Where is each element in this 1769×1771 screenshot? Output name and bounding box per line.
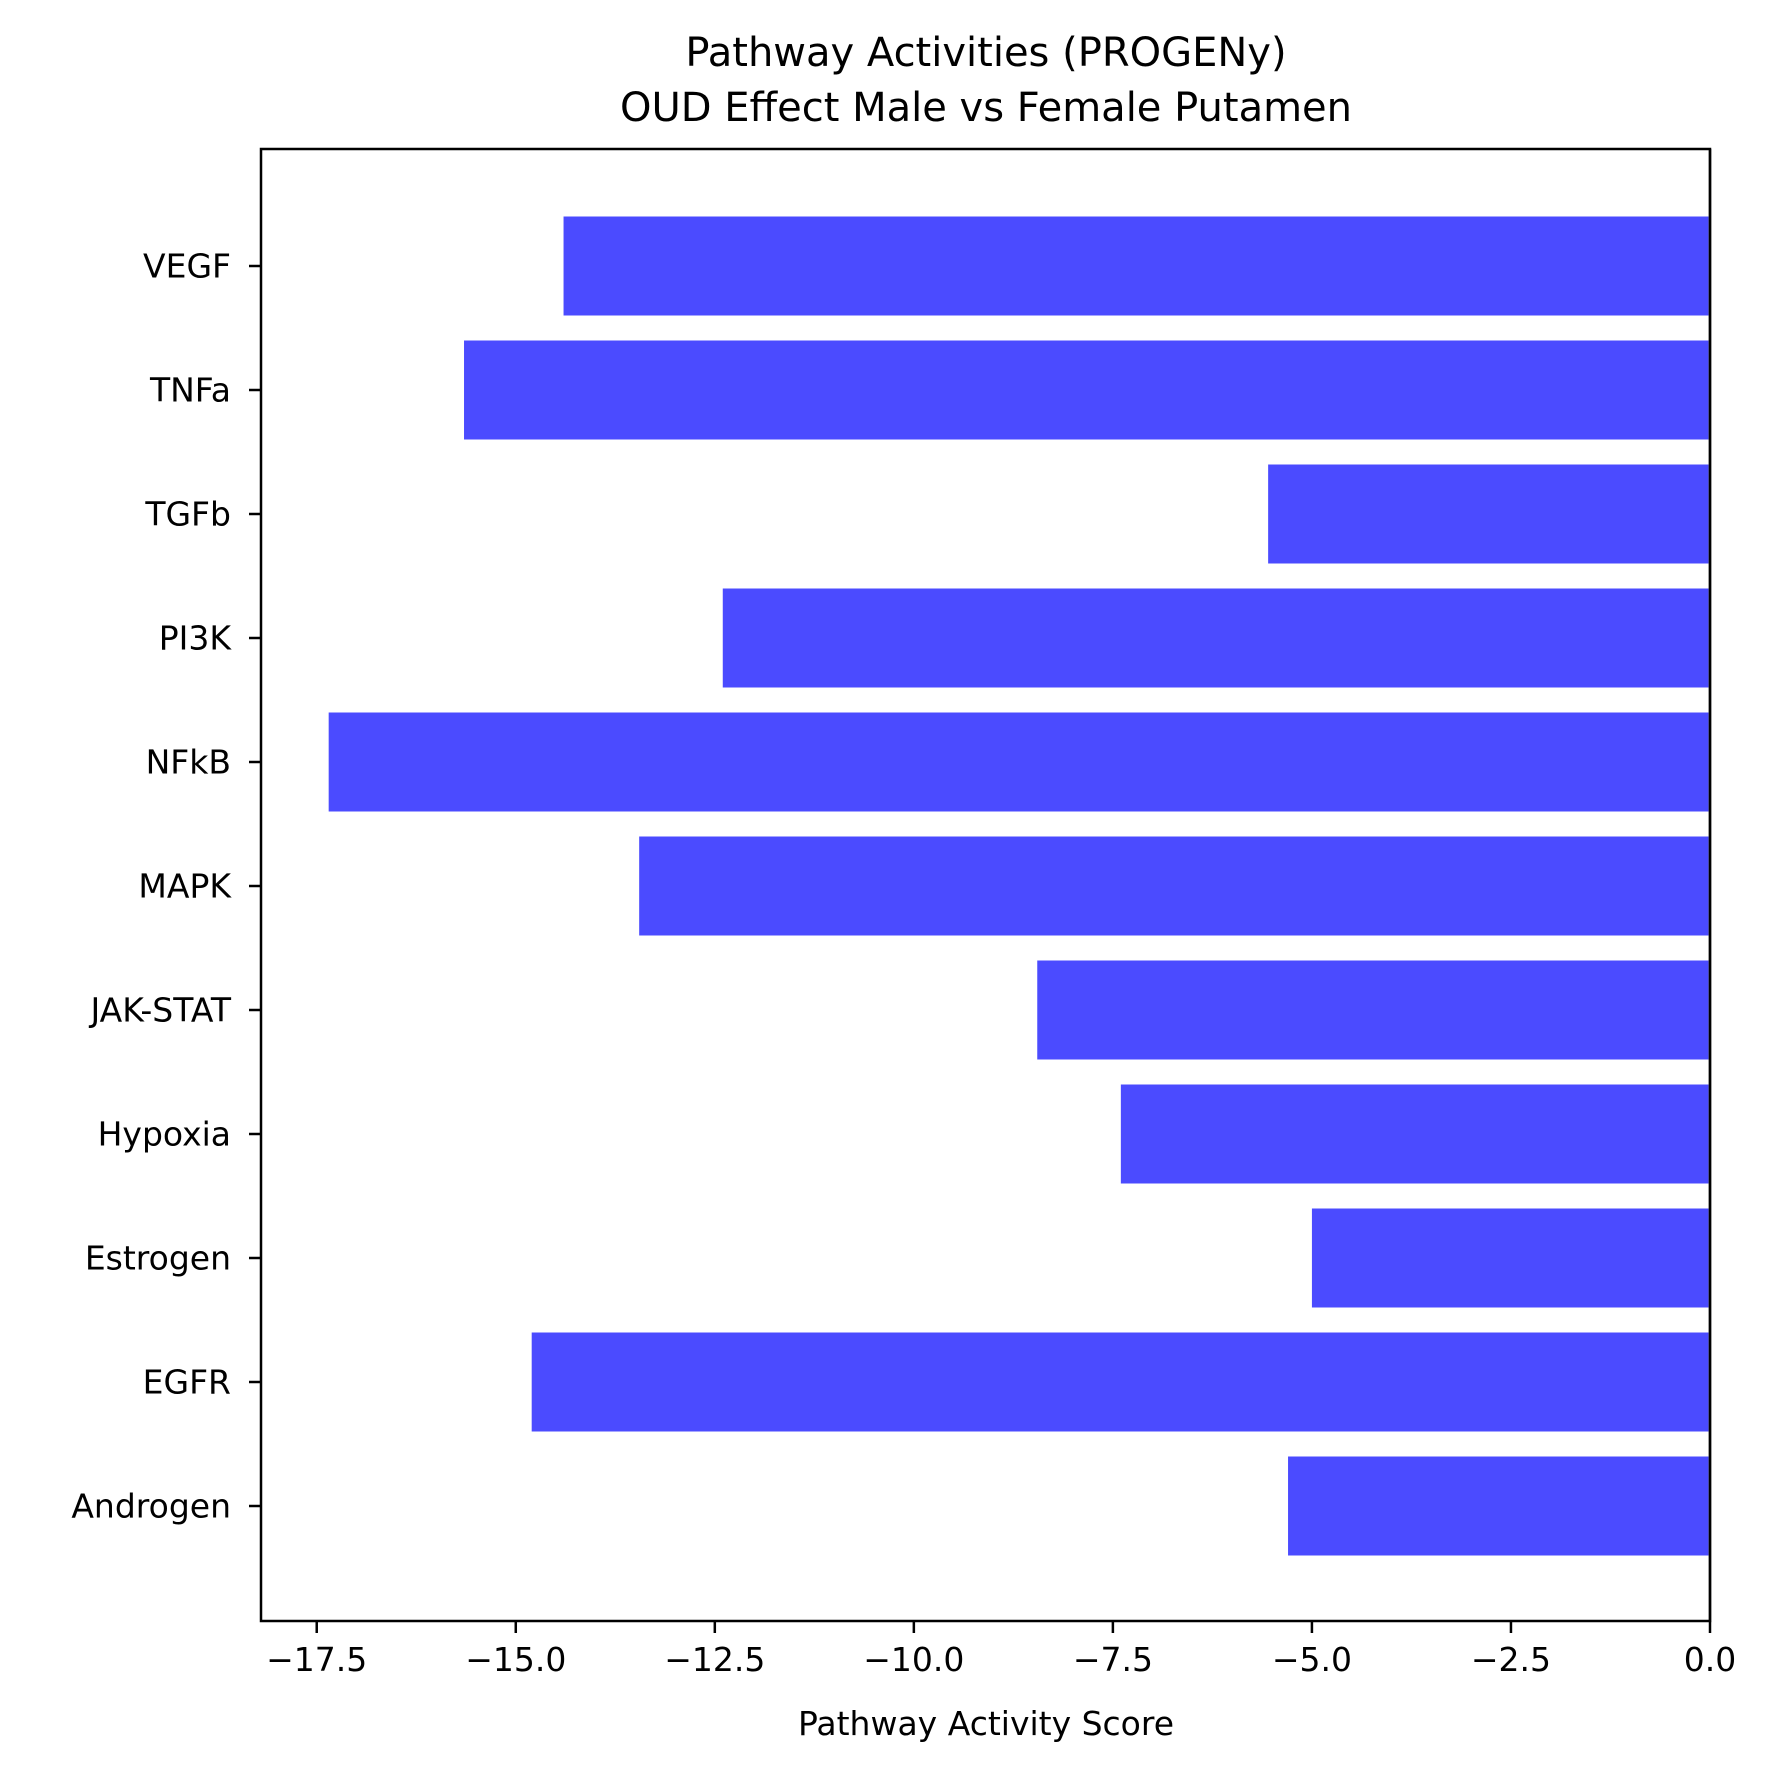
bar-hypoxia: [1120, 1084, 1710, 1184]
bar-nfkb: [328, 712, 1710, 812]
bar-tgfb: [1268, 464, 1710, 564]
y-tick-label: Hypoxia: [98, 1115, 231, 1154]
x-axis-label: Pathway Activity Score: [798, 1704, 1174, 1743]
y-tick-label: TGFb: [144, 495, 231, 534]
y-tick-label: NFkB: [146, 743, 231, 782]
x-tick-label: −15.0: [465, 1640, 566, 1679]
chart-subtitle: OUD Effect Male vs Female Putamen: [620, 85, 1352, 131]
bar-androgen: [1288, 1456, 1710, 1556]
bar-jak-stat: [1037, 960, 1710, 1060]
y-tick-label: Estrogen: [85, 1239, 231, 1278]
x-axis: −17.5 −15.0 −12.5 −10.0 −7.5 −5.0 −2.5 0.0: [266, 1621, 1736, 1679]
y-tick-label: Androgen: [71, 1487, 231, 1526]
y-tick-label: PI3K: [159, 619, 233, 658]
y-axis: VEGF TNFa TGFb PI3K NFkB MAPK JAK-STAT Hypoxia E…: [71, 247, 261, 1526]
y-tick-label: VEGF: [143, 247, 231, 286]
bars-layer: [328, 216, 1710, 1556]
y-tick-label: MAPK: [138, 867, 232, 906]
bar-egfr: [531, 1332, 1710, 1432]
y-tick-label: JAK-STAT: [88, 991, 231, 1030]
x-tick-label: −7.5: [1073, 1640, 1153, 1679]
x-tick-label: −17.5: [266, 1640, 367, 1679]
bar-pi3k: [722, 588, 1710, 688]
x-tick-label: 0.0: [1684, 1640, 1736, 1679]
bar-tnfa: [464, 340, 1710, 440]
x-tick-label: −2.5: [1471, 1640, 1551, 1679]
bar-mapk: [639, 836, 1710, 936]
x-tick-label: −5.0: [1272, 1640, 1352, 1679]
x-tick-label: −12.5: [664, 1640, 765, 1679]
y-tick-label: EGFR: [143, 1363, 231, 1402]
bar-vegf: [563, 216, 1710, 316]
y-tick-label: TNFa: [149, 371, 231, 410]
chart-title: Pathway Activities (PROGENy): [685, 30, 1286, 76]
x-tick-label: −10.0: [863, 1640, 964, 1679]
bar-estrogen: [1311, 1208, 1710, 1308]
